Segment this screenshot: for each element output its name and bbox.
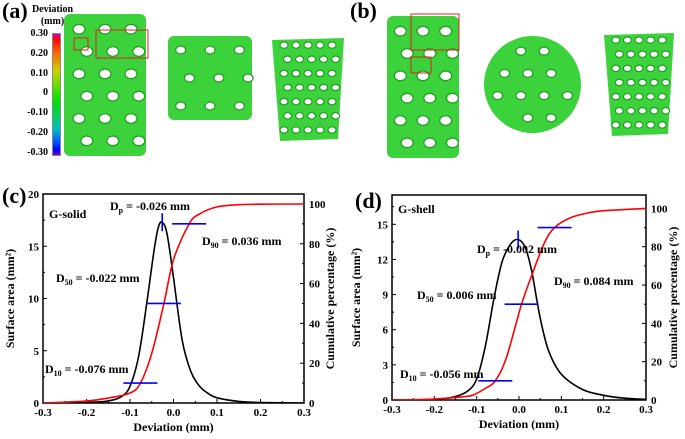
y-tick-label: 20 [28, 189, 40, 201]
y-right-tick-label: 60 [651, 280, 663, 292]
colorbar [52, 33, 61, 156]
colorbar-tick-label: 0.10 [30, 67, 49, 79]
y-tick-label: 0 [383, 395, 389, 407]
colorbar-title: Deviation (mm) [30, 4, 75, 28]
colorbar-tick-label: -0.30 [27, 146, 48, 158]
y-right-tick-label: 40 [309, 318, 321, 330]
y-right-axis-label: Cumulative percentage (%) [666, 227, 680, 369]
y-right-tick-label: 100 [651, 203, 668, 215]
y-right-axis-label: Cumulative percentage (%) [323, 228, 337, 370]
x-tick-label: -0.2 [426, 404, 444, 416]
panel-label-a: (a) [2, 0, 28, 23]
y-tick-label: 0 [34, 398, 40, 410]
y-axis-label: Surface area (mm²) [349, 248, 363, 347]
x-tick-label: -0.1 [468, 404, 485, 416]
y-right-tick-label: 20 [651, 357, 663, 369]
colorbar-tick-label: 0.30 [30, 28, 49, 39]
annotation-label: Dp = -0.026 mm [110, 199, 190, 215]
x-tick-label: 0.3 [297, 407, 311, 419]
y-right-tick-label: 20 [309, 358, 321, 370]
annotation-label: D10 = -0.076 mm [45, 362, 129, 378]
cumulative-curve [43, 203, 304, 403]
colorbar-tick-label: 0.20 [30, 47, 49, 59]
x-tick-label: 0.2 [254, 407, 268, 419]
annotation-label: D10 = -0.056 mm [400, 367, 484, 383]
y-axis-label: Surface area (mm²) [3, 249, 17, 348]
x-tick-label: 0.1 [210, 407, 224, 419]
y-tick-label: 6 [383, 325, 389, 337]
render-b-top-view [604, 33, 674, 136]
annotation-label: D90 = 0.084 mm [554, 274, 634, 290]
annotation-label: D50 = 0.006 mm [417, 288, 497, 304]
render-b-full-scaffold [387, 13, 460, 158]
x-tick-label: 0.0 [167, 407, 181, 419]
y-tick-label: 9 [383, 290, 389, 302]
chart-title: G-solid [49, 207, 87, 221]
y-right-tick-label: 100 [309, 199, 326, 211]
y-right-tick-label: 80 [309, 239, 321, 251]
y-tick-label: 12 [377, 254, 389, 266]
y-tick-label: 15 [28, 241, 40, 253]
panel-label-b: (b) [350, 0, 377, 23]
annotation-label: Dp = -0.002 mm [477, 242, 557, 258]
y-tick-label: 3 [383, 360, 389, 372]
colorbar-title-line2: (mm) [40, 16, 65, 27]
colorbar-tick-label: 0 [43, 87, 48, 99]
panel-label-c: (c) [2, 183, 27, 208]
x-tick-label: -0.3 [34, 407, 52, 419]
chart-d-g-shell: -0.3 -0.2 -0.1 0.0 0.1 0.2 0.30369121502040608… [349, 194, 680, 431]
colorbar-title-line1: Deviation [31, 4, 74, 15]
y-tick-label: 15 [377, 219, 389, 231]
x-tick-label: 0.0 [512, 404, 526, 416]
x-tick-label: 0.1 [554, 404, 568, 416]
render-a-cross-section [168, 36, 254, 120]
chart-c-g-solid: -0.3 -0.2 -0.1 0.0 0.1 0.2 0.30510152002040608… [3, 189, 337, 434]
annotation-label: D50 = -0.022 mm [56, 271, 140, 287]
x-axis-label: Deviation (mm) [133, 420, 213, 434]
y-right-tick-label: 80 [651, 242, 663, 254]
y-right-tick-label: 0 [309, 398, 315, 410]
y-right-tick-label: 0 [651, 395, 657, 407]
y-tick-label: 10 [28, 294, 40, 306]
panel-label-d: (d) [355, 188, 382, 213]
render-a-full-scaffold [64, 14, 149, 156]
x-tick-label: 0.3 [639, 404, 653, 416]
render-b-cross-section [484, 36, 581, 133]
x-axis-label: Deviation (mm) [479, 417, 559, 431]
y-right-tick-label: 40 [651, 318, 663, 330]
x-tick-label: 0.2 [597, 404, 611, 416]
x-tick-label: -0.2 [78, 407, 96, 419]
y-tick-label: 5 [34, 346, 40, 358]
annotation-label: D90 = 0.036 mm [202, 234, 282, 250]
render-a-top-view [272, 38, 344, 141]
y-right-tick-label: 60 [309, 279, 321, 291]
chart-title: G-shell [398, 202, 435, 216]
x-tick-label: -0.1 [121, 407, 138, 419]
x-tick-label: -0.3 [383, 404, 401, 416]
colorbar-tick-label: -0.10 [27, 107, 48, 119]
colorbar-tick-label: -0.20 [27, 127, 48, 138]
